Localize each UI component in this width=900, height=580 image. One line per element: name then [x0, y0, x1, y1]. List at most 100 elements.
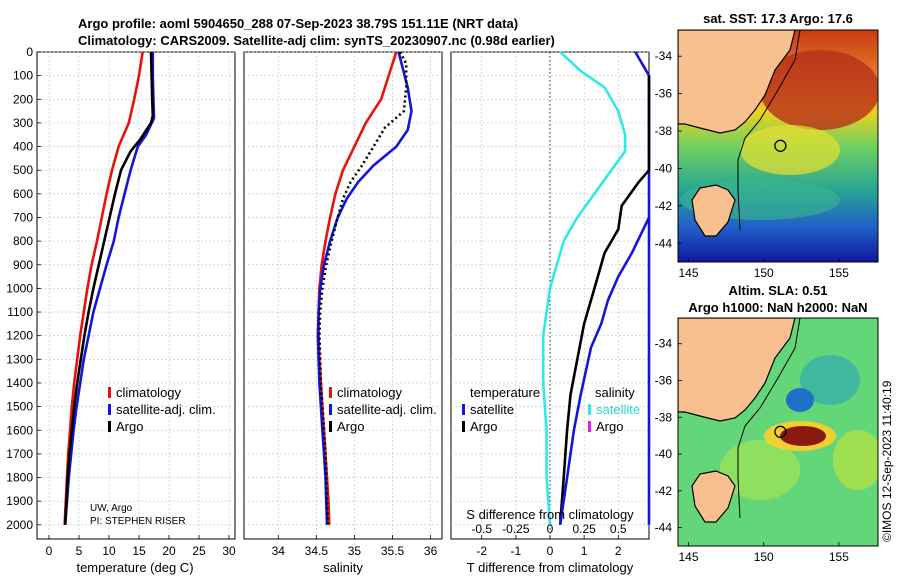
salinity-legend: climatology satellite-adj. clim. Argo — [329, 385, 437, 434]
x-tick-label: 10 — [102, 544, 116, 558]
series-line-temperature-argo — [558, 75, 651, 525]
series-line-argo — [318, 51, 408, 525]
imos-timestamp: ©IMOS 12-Sep-2023 11:40:19 — [880, 380, 894, 542]
salinity-tick-labels: 34 34.5 35 35.5 36 — [272, 535, 438, 558]
salinity-series — [316, 51, 413, 525]
sst-map-title: sat. SST: 17.3 Argo: 17.6 — [703, 11, 853, 26]
lon-tick-label: 150 — [754, 550, 774, 564]
y-tick-label: 100 — [13, 69, 33, 83]
sst-longitude-ticks: 145 150 155 — [679, 258, 849, 280]
legend-swatch-climatology — [108, 387, 111, 398]
x-tick-label: 1 — [581, 544, 588, 558]
shelf-contour — [737, 318, 801, 519]
sla-low-anomaly — [800, 355, 860, 405]
series-line-satellite-adj-clim- — [316, 51, 413, 525]
y-tick-label: 700 — [13, 210, 33, 224]
legend-swatch-climatology — [329, 387, 332, 398]
legend-label-t-satellite: satellite — [470, 402, 514, 417]
legend-label-argo: Argo — [116, 419, 143, 434]
lon-tick-label: 155 — [829, 266, 849, 280]
data-source-annotation: UW, Argo — [90, 503, 133, 514]
x-tick-label: 25 — [192, 544, 206, 558]
sst-latitude-ticks: -34 -36 -38 -40 -42 -44 — [655, 49, 682, 250]
y-tick-label: 1400 — [6, 376, 33, 390]
sla-map-image — [678, 318, 878, 546]
series-line-temperature-satellite-deep — [558, 216, 651, 525]
x-tick-label: 5 — [76, 544, 83, 558]
lat-tick-label: -40 — [655, 161, 673, 175]
t-difference-axis-label: T difference from climatology — [467, 560, 634, 575]
sla-map-title-1: Altim. SLA: 0.51 — [729, 283, 828, 298]
legend-label-t-argo: Argo — [470, 419, 497, 434]
sst-warm-band — [740, 125, 840, 175]
legend-label-argo: Argo — [337, 419, 364, 434]
mainland-australia — [678, 318, 796, 422]
s-difference-axis-label: S difference from climatology — [466, 507, 634, 522]
x-tick-label: 34 — [272, 544, 286, 558]
x-tick-label: 36 — [424, 544, 438, 558]
lat-tick-label: -34 — [655, 337, 673, 351]
y-tick-label: 900 — [13, 258, 33, 272]
lon-tick-label: 150 — [754, 266, 774, 280]
y-tick-label: 1600 — [6, 423, 33, 437]
lat-tick-label: -42 — [655, 199, 673, 213]
y-tick-label: 1000 — [6, 281, 33, 295]
temperature-series — [63, 51, 156, 525]
lat-tick-label: -40 — [655, 447, 673, 461]
salinity-panel: 34 34.5 35 35.5 36 salinity climatology sate… — [243, 51, 443, 575]
sst-map-panel: sat. SST: 17.3 Argo: 17.6 145 150 155 -34-… — [655, 11, 879, 280]
lon-tick-label: 145 — [679, 550, 699, 564]
difference-grid — [451, 51, 649, 539]
title-line-1: Argo profile: aoml 5904650_288 07-Sep-20… — [78, 16, 518, 31]
x-tick-label: 0 — [547, 544, 554, 558]
s-tick-label: -0.5 — [471, 522, 492, 536]
tasmania — [691, 184, 736, 237]
difference-panel: -2 -1 0 1 2 -0.5 -0.25 0 0.25 0.5 S difference f… — [450, 51, 651, 575]
depth-tick-labels: 0 100 200 300 400 500 600 700 800 900 1000 1100 1200… — [6, 45, 41, 532]
title-line-2: Climatology: CARS2009. Satellite-adj cli… — [78, 33, 555, 48]
sla-low-core — [786, 388, 814, 412]
t-difference-tick-labels: -2 -1 0 1 2 — [476, 535, 622, 558]
argo-position-marker — [774, 425, 787, 438]
lat-tick-label: -44 — [655, 236, 673, 250]
temperature-grid — [37, 51, 235, 539]
s-tick-label: 0 — [547, 522, 554, 536]
legend-swatch-argo — [329, 421, 332, 432]
legend-swatch-s-argo — [588, 421, 591, 432]
y-tick-label: 0 — [26, 45, 33, 59]
x-tick-label: 35 — [348, 544, 362, 558]
x-tick-label: -1 — [511, 544, 522, 558]
sla-map-title-2: Argo h1000: NaN h2000: NaN — [688, 300, 867, 315]
y-tick-label: 1500 — [6, 400, 33, 414]
lat-tick-label: -38 — [655, 410, 673, 424]
y-tick-label: 300 — [13, 116, 33, 130]
sla-neutral-patch-2 — [833, 430, 878, 490]
argo-position-marker — [774, 139, 787, 152]
x-tick-label: -2 — [476, 544, 487, 558]
salinity-grid — [244, 51, 442, 539]
y-tick-label: 400 — [13, 140, 33, 154]
lat-tick-label: -38 — [655, 124, 673, 138]
x-tick-label: 0 — [46, 544, 53, 558]
y-tick-label: 800 — [13, 234, 33, 248]
legend-label-s-satellite: satellite — [596, 402, 640, 417]
legend-swatch-satellite — [329, 404, 332, 415]
y-tick-label: 200 — [13, 92, 33, 106]
shelf-contour — [737, 30, 801, 231]
y-tick-label: 600 — [13, 187, 33, 201]
legend-swatch-s-satellite — [588, 404, 591, 415]
legend-label-climatology: climatology — [337, 385, 403, 400]
y-tick-label: 500 — [13, 163, 33, 177]
sla-neutral-patch — [720, 440, 800, 500]
salinity-plot-frame — [243, 51, 443, 540]
lat-tick-label: -42 — [655, 484, 673, 498]
sla-longitude-ticks: 145 150 155 — [679, 542, 849, 564]
y-tick-label: 1200 — [6, 329, 33, 343]
lat-tick-label: -44 — [655, 521, 673, 535]
y-tick-label: 2000 — [6, 518, 33, 532]
lon-tick-label: 145 — [679, 266, 699, 280]
x-tick-label: 34.5 — [305, 544, 329, 558]
lat-tick-label: -36 — [655, 87, 673, 101]
